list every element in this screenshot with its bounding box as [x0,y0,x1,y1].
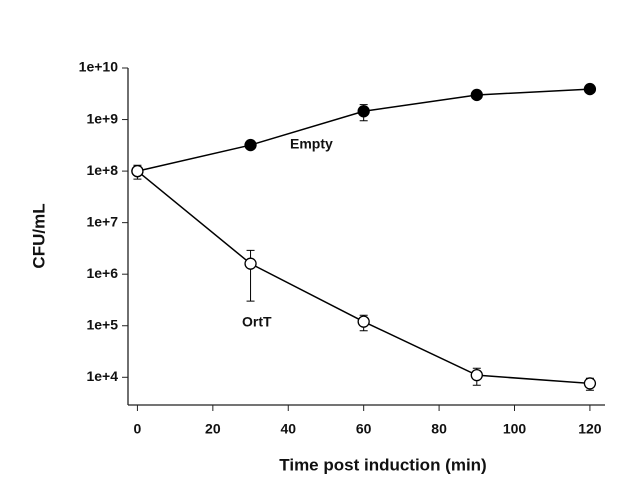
x-tick-label: 0 [134,421,142,437]
y-tick-label: 1e+4 [86,368,118,384]
series-label: Empty [290,136,333,152]
data-point [244,257,257,270]
x-tick-label: 60 [356,421,372,437]
y-tick-label: 1e+9 [86,110,118,126]
x-tick-label: 120 [578,421,602,437]
data-point [583,82,597,96]
y-tick-label: 1e+10 [79,59,119,75]
x-tick-label: 100 [503,421,527,437]
y-tick-label: 1e+6 [86,265,118,281]
x-tick-label: 80 [431,421,447,437]
series-line [136,170,590,385]
series-label: OrtT [242,314,272,330]
x-tick-label: 20 [205,421,221,437]
data-point [131,164,144,178]
data-point [244,138,257,152]
y-tick-label: 1e+5 [86,316,118,332]
data-point [470,369,483,382]
y-tick-label: 1e+7 [86,213,118,229]
data-point [357,315,370,328]
y-axis-label: CFU/mL [29,203,48,268]
data-point [583,377,597,390]
y-tick-label: 1e+8 [86,162,118,178]
x-tick-label: 40 [280,421,296,437]
data-point [357,105,370,118]
data-point [470,88,483,102]
x-axis-label: Time post induction (min) [279,455,486,474]
series-line [137,88,590,172]
